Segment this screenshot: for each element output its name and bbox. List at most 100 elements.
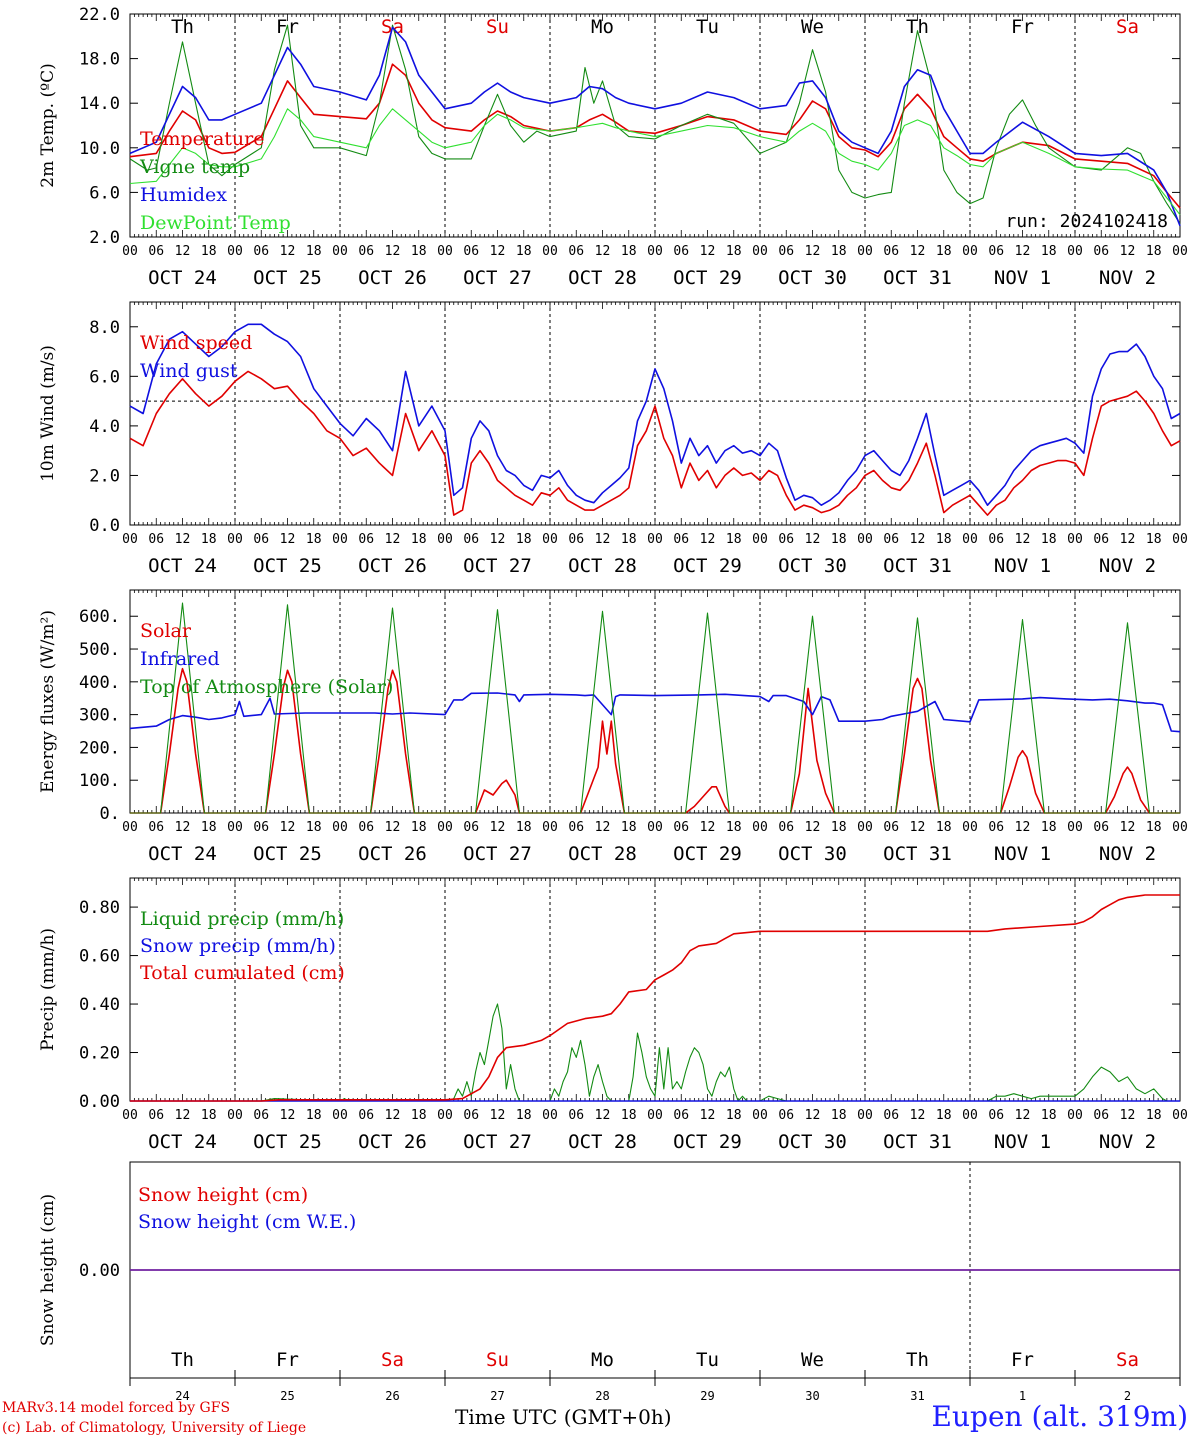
- hour-label: 12: [490, 1108, 506, 1123]
- hour-label: 12: [1015, 244, 1031, 259]
- legend-entry: DewPoint Temp: [140, 212, 291, 234]
- hour-label: 18: [516, 244, 532, 259]
- hour-label: 18: [936, 1108, 952, 1123]
- date-label: NOV 2: [1099, 1131, 1156, 1153]
- hour-label: 00: [437, 1108, 453, 1123]
- hour-label: 12: [700, 820, 716, 835]
- hour-label: 00: [332, 1108, 348, 1123]
- date-label: OCT 27: [463, 843, 532, 865]
- hour-label: 00: [962, 820, 978, 835]
- series-line-3: [130, 602, 1180, 814]
- hour-label: 00: [1172, 820, 1188, 835]
- series-line-1: [129, 370, 1181, 516]
- hour-label: 06: [148, 244, 164, 259]
- hour-label: 00: [752, 820, 768, 835]
- weekday-label: Th: [171, 1349, 194, 1371]
- hour-label: 12: [490, 820, 506, 835]
- hour-label: 00: [122, 820, 138, 835]
- hour-label: 18: [1146, 532, 1162, 547]
- hour-label: 00: [857, 532, 873, 547]
- hour-label: 18: [726, 1108, 742, 1123]
- date-label: OCT 26: [358, 1131, 427, 1153]
- hour-label: 00: [647, 532, 663, 547]
- hour-label: 00: [1067, 532, 1083, 547]
- y-tick-label: 6.0: [89, 367, 120, 387]
- hour-label: 06: [1093, 532, 1109, 547]
- y-tick-label: 22.0: [79, 5, 120, 25]
- hour-label: 18: [726, 244, 742, 259]
- hour-label: 18: [306, 244, 322, 259]
- hour-label: 06: [253, 1108, 269, 1123]
- weekday-label: Th: [906, 1349, 929, 1371]
- hour-label: 18: [831, 244, 847, 259]
- date-label: OCT 29: [673, 267, 742, 289]
- hour-label: 06: [1093, 1108, 1109, 1123]
- hour-label: 06: [358, 532, 374, 547]
- weekday-label: Fr: [1011, 1349, 1034, 1371]
- y-tick-label: 0.00: [79, 1092, 120, 1112]
- date-label: OCT 26: [358, 843, 427, 865]
- hour-label: 06: [778, 532, 794, 547]
- legend-entry: Wind speed: [140, 332, 252, 354]
- date-label: OCT 31: [883, 1131, 952, 1153]
- hour-label: 06: [778, 820, 794, 835]
- date-label: OCT 30: [778, 1131, 847, 1153]
- hour-label: 18: [1146, 244, 1162, 259]
- plot-frame: [129, 301, 1181, 526]
- hour-label: 18: [201, 820, 217, 835]
- date-label: OCT 27: [463, 555, 532, 577]
- y-axis-label: Precip (mm/h): [38, 928, 58, 1051]
- hour-label: 06: [148, 820, 164, 835]
- day-number-label: 31: [910, 1389, 924, 1403]
- hour-label: 18: [831, 1108, 847, 1123]
- legend-entry: Snow height (cm): [138, 1184, 308, 1206]
- y-tick-label: 400.: [79, 673, 120, 693]
- hour-label: 12: [910, 1108, 926, 1123]
- weekday-label: Fr: [1011, 16, 1034, 38]
- panel-3: 600. 500. 400. 300. 200. 100. 0. Energy fluxes …: [38, 589, 1188, 865]
- hour-label: 12: [385, 820, 401, 835]
- date-label: OCT 29: [673, 1131, 742, 1153]
- hour-label: 12: [280, 244, 296, 259]
- date-label: OCT 24: [148, 843, 217, 865]
- day-number-label: 24: [175, 1389, 189, 1403]
- hour-label: 18: [1041, 244, 1057, 259]
- y-tick-label: 0.0: [89, 516, 120, 536]
- day-number-label: 30: [805, 1389, 819, 1403]
- hour-label: 06: [673, 532, 689, 547]
- weekday-label: Fr: [276, 1349, 299, 1371]
- y-axis-label: Snow height (cm): [38, 1194, 58, 1346]
- hour-label: 06: [883, 1108, 899, 1123]
- date-label: OCT 25: [253, 1131, 322, 1153]
- legend-entry: Humidex: [140, 184, 227, 206]
- y-axis-label: Energy fluxes (W/m²): [38, 610, 58, 793]
- hour-label: 12: [385, 532, 401, 547]
- weekday-label: Th: [906, 16, 929, 38]
- hour-label: 18: [516, 820, 532, 835]
- hour-label: 18: [201, 244, 217, 259]
- hour-label: 12: [1015, 820, 1031, 835]
- date-label: OCT 28: [568, 555, 637, 577]
- weekday-label: Su: [486, 1349, 509, 1371]
- hour-label: 18: [621, 244, 637, 259]
- hour-label: 00: [227, 820, 243, 835]
- hour-label: 12: [595, 1108, 611, 1123]
- hour-label: 06: [883, 820, 899, 835]
- date-label: OCT 30: [778, 267, 847, 289]
- date-label: OCT 25: [253, 843, 322, 865]
- legend-entry: Vigne temp: [139, 156, 250, 178]
- hour-label: 12: [1120, 1108, 1136, 1123]
- y-tick-label: 4.0: [89, 417, 120, 437]
- hour-label: 18: [306, 820, 322, 835]
- day-number-label: 27: [490, 1389, 504, 1403]
- date-label: NOV 2: [1099, 267, 1156, 289]
- y-tick-label: 0.40: [79, 995, 120, 1015]
- hour-label: 00: [542, 244, 558, 259]
- y-axis-label: 2m Temp. (ºC): [38, 63, 58, 188]
- hour-label: 12: [175, 1108, 191, 1123]
- hour-label: 00: [542, 532, 558, 547]
- weekday-label: Sa: [381, 1349, 404, 1371]
- hour-label: 06: [1093, 820, 1109, 835]
- hour-label: 12: [1015, 532, 1031, 547]
